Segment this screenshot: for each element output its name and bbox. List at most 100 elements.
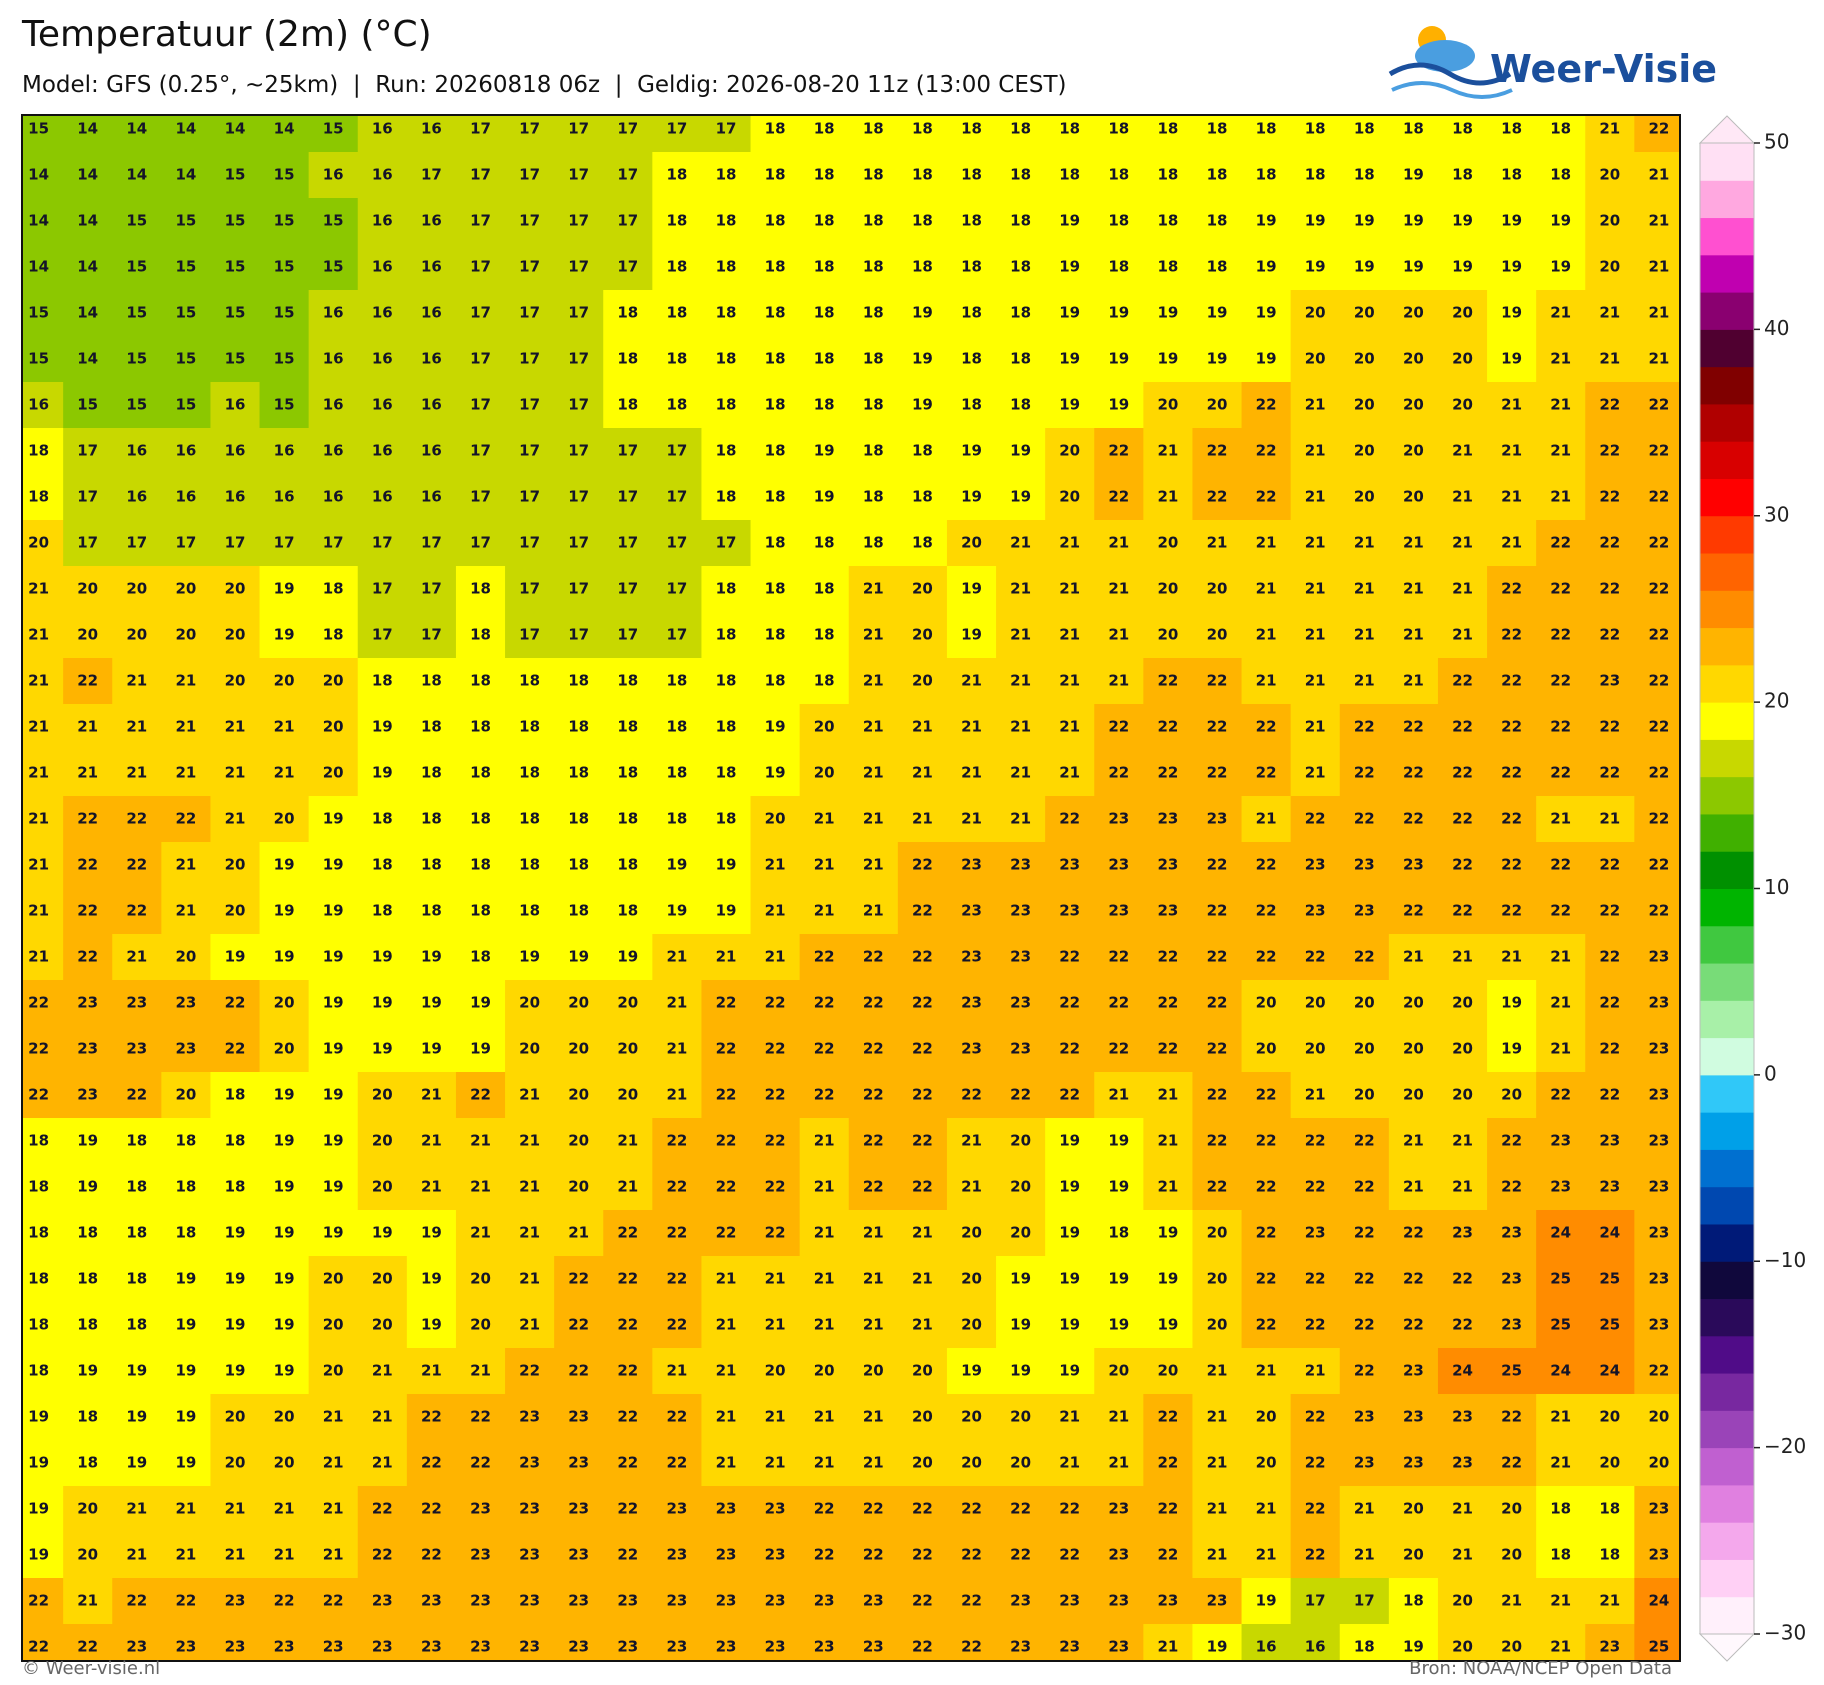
temperature-label: 23 (1305, 856, 1326, 874)
temperature-cell (1437, 1026, 1488, 1073)
temperature-label: 22 (961, 1638, 982, 1656)
temperature-label: 18 (666, 396, 687, 414)
temperature-label: 18 (765, 120, 786, 138)
temperature-cell (63, 612, 113, 659)
temperature-cell (1536, 520, 1586, 567)
colorbar-band (1700, 515, 1754, 554)
temperature-label: 16 (372, 488, 393, 506)
temperature-cell (897, 152, 948, 199)
temperature-label: 21 (1599, 350, 1620, 368)
temperature-cell (1388, 750, 1439, 797)
temperature-cell (259, 612, 310, 659)
temperature-label: 17 (568, 626, 589, 644)
logo[interactable]: Weer-Visie (1388, 26, 1717, 99)
temperature-label: 23 (666, 1638, 687, 1656)
temperature-label: 14 (77, 166, 98, 184)
temperature-label: 20 (1207, 626, 1228, 644)
temperature-label: 18 (617, 902, 638, 920)
temperature-cell (799, 198, 850, 245)
temperature-label: 25 (1550, 1316, 1571, 1334)
colorbar-band (1700, 1223, 1754, 1262)
temperature-cell (112, 658, 162, 705)
temperature-label: 22 (1550, 856, 1571, 874)
temperature-label: 16 (421, 350, 442, 368)
temperature-cell (848, 750, 899, 797)
temperature-label: 20 (225, 626, 246, 644)
temperature-label: 20 (1157, 396, 1178, 414)
temperature-label: 21 (1010, 626, 1031, 644)
temperature-cell (1487, 115, 1537, 153)
temperature-label: 22 (863, 1086, 884, 1104)
temperature-cell (210, 428, 261, 475)
temperature-label: 22 (1501, 902, 1522, 920)
temperature-cell (1585, 934, 1635, 981)
temperature-label: 18 (1010, 396, 1031, 414)
temperature-cell (1192, 566, 1243, 613)
temperature-label: 20 (1403, 304, 1424, 322)
temperature-label: 23 (1108, 902, 1129, 920)
temperature-label: 21 (1550, 396, 1571, 414)
temperature-cell (22, 750, 64, 797)
temperature-cell (701, 244, 752, 291)
temperature-cell (308, 980, 359, 1027)
temperature-cell (505, 750, 555, 797)
temperature-cell (996, 842, 1046, 889)
temperature-label: 18 (912, 166, 933, 184)
temperature-label: 21 (961, 764, 982, 782)
temperature-cell (750, 1026, 801, 1073)
temperature-label: 21 (814, 1270, 835, 1288)
temperature-label: 21 (1403, 672, 1424, 690)
temperature-label: 18 (912, 258, 933, 276)
temperature-label: 21 (765, 948, 786, 966)
temperature-cell (1634, 1302, 1680, 1349)
colorbar-band (1700, 627, 1754, 666)
temperature-label: 21 (568, 1224, 589, 1242)
temperature-label: 21 (421, 1086, 442, 1104)
temperature-cell (848, 980, 899, 1027)
temperature-label: 22 (568, 1270, 589, 1288)
temperature-cell (701, 566, 752, 613)
temperature-label: 19 (372, 1040, 393, 1058)
colorbar-tick-label: 0 (1764, 1061, 1777, 1085)
temperature-label: 19 (323, 1086, 344, 1104)
temperature-label: 18 (568, 856, 589, 874)
temperature-label: 18 (912, 120, 933, 138)
temperature-cell (1045, 474, 1095, 521)
temperature-label: 20 (568, 1040, 589, 1058)
temperature-label: 23 (1501, 1270, 1522, 1288)
temperature-cell (455, 704, 506, 751)
temperature-label: 18 (1010, 166, 1031, 184)
temperature-label: 16 (175, 442, 196, 460)
temperature-label: 14 (126, 166, 147, 184)
temperature-label: 20 (617, 994, 638, 1012)
temperature-cell (1388, 382, 1439, 429)
temperature-cell (22, 1210, 64, 1257)
temperature-label: 18 (912, 212, 933, 230)
temperature-label: 20 (1256, 1454, 1277, 1472)
temperature-label: 20 (961, 1454, 982, 1472)
temperature-cell (1339, 115, 1390, 153)
temperature-cell (799, 1302, 850, 1349)
temperature-label: 19 (961, 442, 982, 460)
temperature-label: 17 (519, 488, 540, 506)
temperature-label: 14 (77, 350, 98, 368)
temperature-cell (22, 1256, 64, 1303)
temperature-label: 16 (1305, 1638, 1326, 1656)
temperature-label: 15 (323, 212, 344, 230)
temperature-label: 21 (1108, 626, 1129, 644)
temperature-cell (1192, 336, 1243, 383)
temperature-cell (1192, 115, 1243, 153)
temperature-label: 19 (765, 718, 786, 736)
temperature-cell (1192, 290, 1243, 337)
temperature-label: 17 (470, 534, 491, 552)
temperature-label: 21 (126, 764, 147, 782)
temperature-label: 21 (912, 718, 933, 736)
temperature-label: 22 (912, 1040, 933, 1058)
temperature-label: 16 (274, 442, 295, 460)
temperature-label: 22 (519, 1362, 540, 1380)
temperature-label: 21 (1354, 1546, 1375, 1564)
temperature-label: 20 (1354, 304, 1375, 322)
temperature-cell (406, 1118, 457, 1165)
temperature-cell (652, 750, 702, 797)
temperature-cell (1585, 842, 1635, 889)
